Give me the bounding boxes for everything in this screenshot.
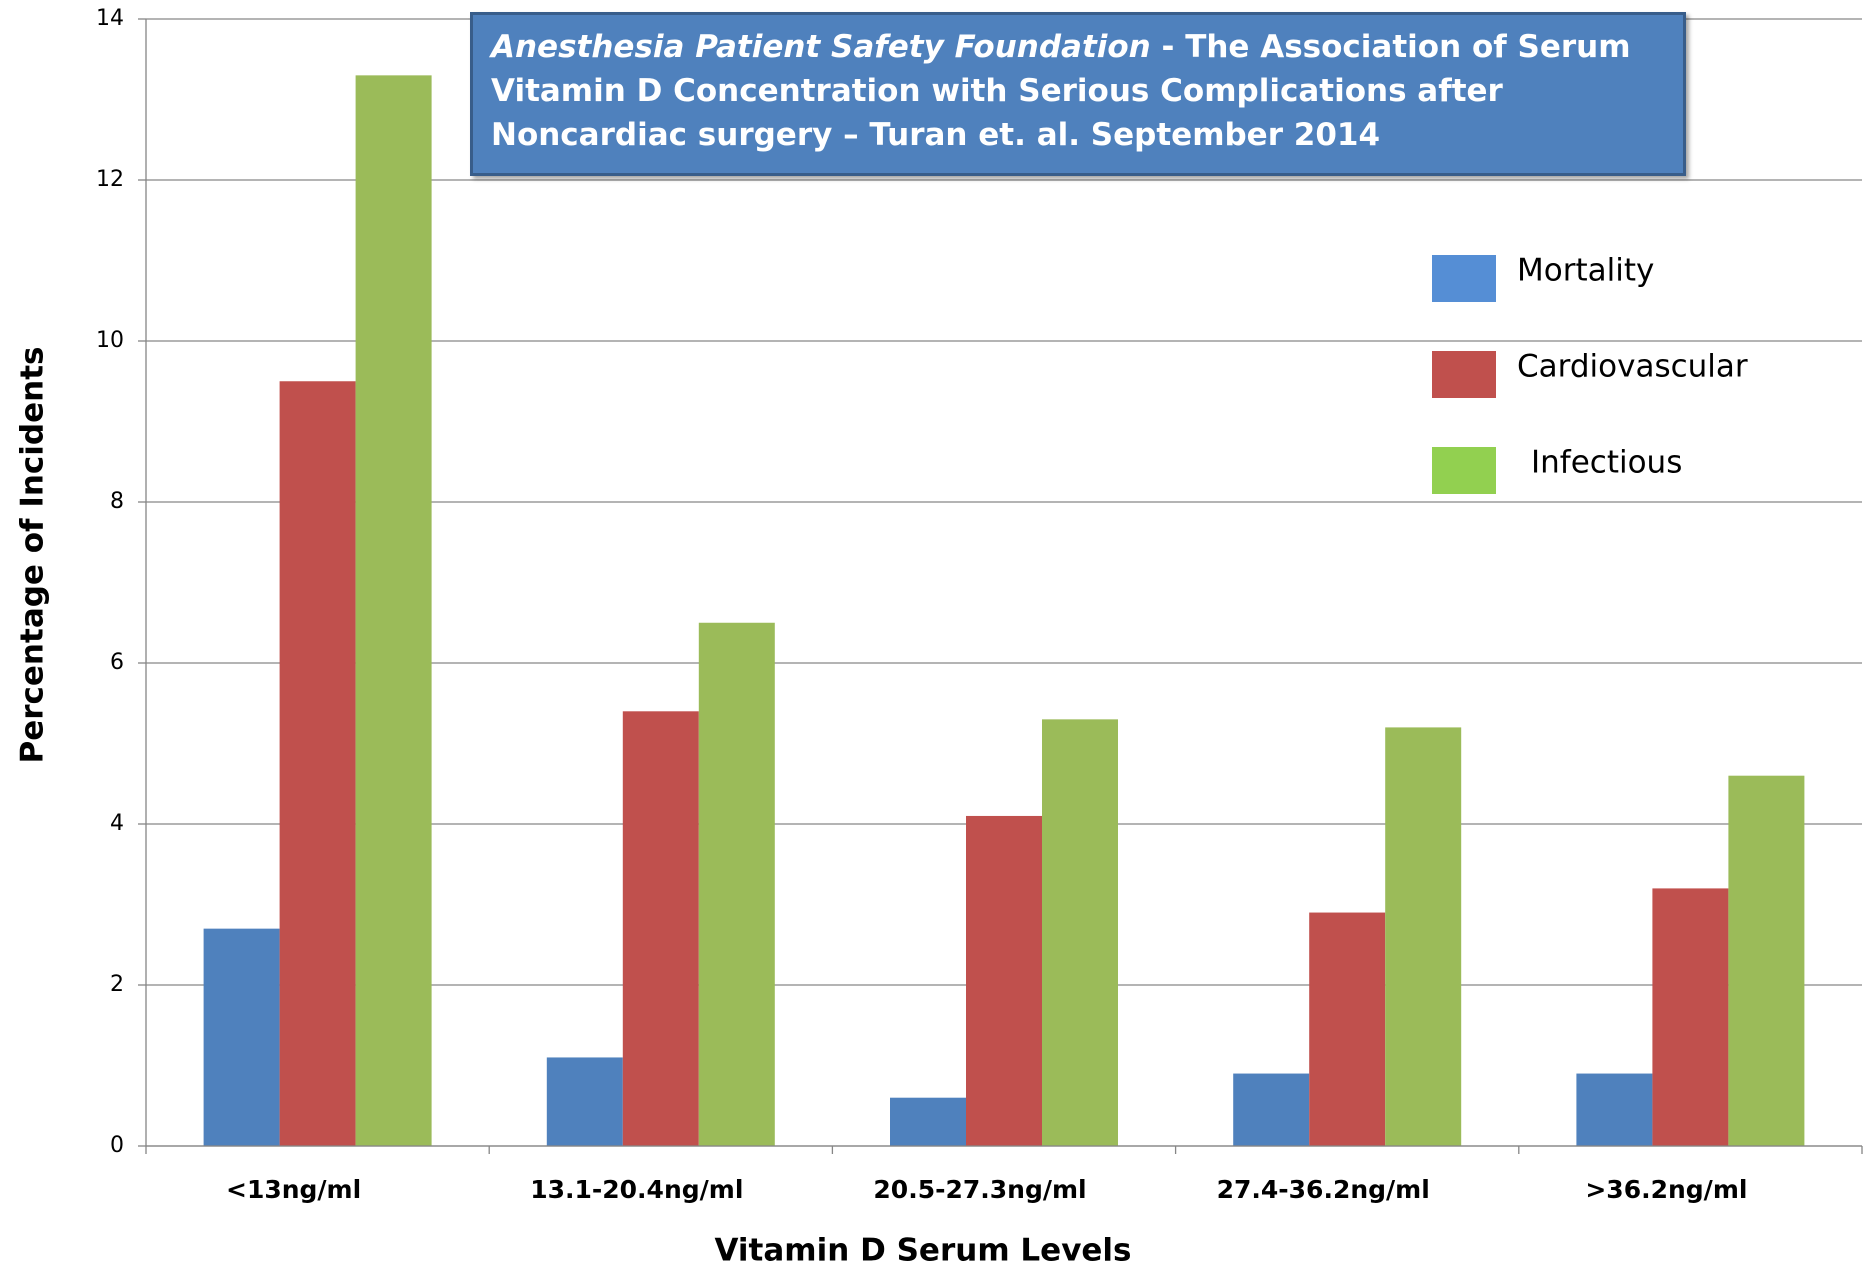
x-tick-label: >36.2ng/ml <box>1585 1175 1747 1204</box>
bar <box>1576 1073 1653 1146</box>
y-tick-label: 10 <box>96 328 124 353</box>
bar <box>1652 888 1729 1146</box>
bar <box>1042 719 1118 1146</box>
y-tick-label: 6 <box>110 650 124 675</box>
legend-label: Infectious <box>1531 445 1682 481</box>
x-axis-title: Vitamin D Serum Levels <box>714 1233 1131 1269</box>
bar <box>279 381 356 1146</box>
title-box: Anesthesia Patient Safety Foundation - T… <box>470 12 1686 176</box>
legend-swatch <box>1432 255 1496 302</box>
title-source: Anesthesia Patient Safety Foundation <box>491 29 1151 65</box>
bar <box>966 815 1042 1146</box>
x-tick-label: 27.4-36.2ng/ml <box>1217 1175 1430 1204</box>
bar <box>355 75 432 1147</box>
bar <box>203 928 280 1146</box>
y-tick-label: 14 <box>96 6 124 31</box>
bar <box>546 1057 623 1146</box>
bar <box>1728 775 1805 1146</box>
bar <box>622 711 699 1146</box>
y-tick-label: 4 <box>110 811 124 836</box>
legend-swatch <box>1432 447 1496 494</box>
bar <box>1309 912 1386 1146</box>
y-axis-title: Percentage of Incidents <box>15 347 51 764</box>
y-tick-label: 12 <box>96 167 124 192</box>
legend-label: Cardiovascular <box>1517 349 1748 385</box>
bar <box>890 1097 966 1146</box>
bar <box>698 622 775 1146</box>
bar <box>1385 727 1462 1146</box>
y-tick-label: 2 <box>110 972 124 997</box>
chart-title: - The Association of Serum Vitamin D Con… <box>491 29 1631 153</box>
bar <box>1233 1073 1310 1146</box>
y-tick-label: 0 <box>110 1133 124 1158</box>
x-tick-label: <13ng/ml <box>226 1175 361 1204</box>
y-tick-label: 8 <box>110 489 124 514</box>
legend-swatch <box>1432 351 1496 398</box>
legend-label: Mortality <box>1517 253 1654 289</box>
x-tick-label: 20.5-27.3ng/ml <box>873 1175 1086 1204</box>
x-tick-label: 13.1-20.4ng/ml <box>530 1175 743 1204</box>
